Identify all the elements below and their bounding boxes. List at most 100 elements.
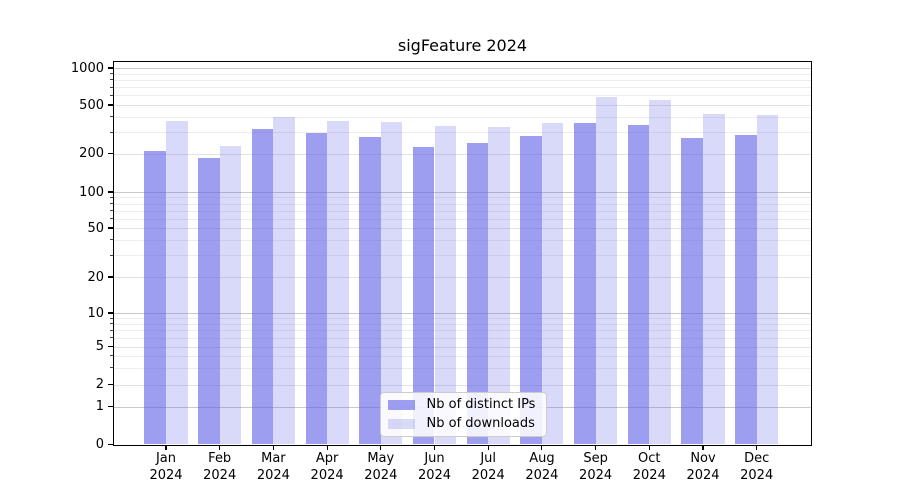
gridline-minor: [113, 87, 811, 89]
y-minor-tick-mark: [110, 239, 113, 241]
bar-nb-of-downloads-aug: [541, 123, 564, 445]
x-tick-mark: [702, 445, 704, 450]
gridline-minor: [113, 132, 811, 134]
gridline-minor: [113, 337, 811, 339]
x-tick-mark: [219, 445, 221, 450]
y-minor-tick-mark: [110, 218, 113, 220]
x-tick-mark: [756, 445, 758, 450]
x-tick-label: Jan 2024: [149, 451, 183, 483]
bar-nb-of-downloads-oct: [649, 100, 671, 445]
y-tick-mark: [108, 383, 113, 386]
gridline-mid: [113, 346, 811, 348]
plot-area: [112, 60, 812, 446]
y-tick-mark: [108, 312, 113, 314]
gridline-mid: [113, 105, 811, 106]
gridline-minor: [113, 218, 811, 220]
gridline-major: [113, 68, 811, 69]
y-minor-tick-mark: [110, 323, 113, 325]
gridline-minor: [113, 203, 811, 205]
y-tick-mark: [108, 276, 113, 278]
y-minor-tick-mark: [110, 210, 113, 212]
bar-nb-of-distinct-ips-sep: [574, 123, 596, 445]
x-tick-label: Aug 2024: [525, 451, 559, 483]
y-tick-mark: [108, 67, 113, 69]
bar-nb-of-downloads-dec: [756, 114, 779, 445]
x-tick-label: Jul 2024: [471, 451, 505, 483]
bar-nb-of-downloads-jan: [166, 120, 188, 445]
y-tick-label: 1: [95, 399, 104, 414]
bar-nb-of-downloads-jun: [434, 126, 457, 445]
y-tick-label: 5: [95, 339, 104, 354]
bar-nb-of-distinct-ips-jan: [144, 150, 166, 445]
y-tick-mark: [108, 227, 113, 229]
y-minor-tick-mark: [110, 116, 113, 118]
x-tick-label: Jun 2024: [417, 451, 452, 483]
legend-entry-downloads: Nb of downloads: [387, 416, 546, 432]
legend-label-distinct-ips: Nb of distinct IPs: [426, 397, 536, 412]
gridline-minor: [113, 197, 811, 199]
gridline-minor: [113, 73, 811, 75]
bar-nb-of-distinct-ips-nov: [681, 137, 703, 445]
bar-nb-of-distinct-ips-apr: [305, 132, 328, 445]
bar-nb-of-downloads-jul: [488, 126, 510, 445]
x-tick-mark: [165, 445, 167, 450]
x-tick-label: Mar 2024: [256, 451, 290, 483]
y-minor-tick-mark: [110, 86, 113, 88]
gridline-mid: [113, 228, 811, 229]
y-tick-mark: [108, 104, 113, 106]
legend: Nb of distinct IPs Nb of downloads: [379, 392, 547, 437]
y-tick-label: 200: [79, 146, 104, 161]
x-tick-mark: [326, 445, 328, 450]
y-tick-label: 1000: [70, 60, 104, 76]
bar-nb-of-distinct-ips-mar: [251, 129, 274, 445]
legend-swatch-downloads: [387, 419, 415, 429]
gridline-minor: [113, 116, 811, 118]
y-tick-label: 2: [95, 377, 104, 392]
gridline-major: [113, 313, 811, 314]
bar-nb-of-distinct-ips-may: [359, 136, 381, 445]
y-minor-tick-mark: [110, 367, 113, 369]
bar-nb-of-downloads-may: [380, 122, 403, 445]
x-tick-label: Dec 2024: [740, 451, 774, 483]
y-tick-mark: [108, 191, 113, 193]
y-minor-tick-mark: [110, 196, 113, 198]
y-tick-mark: [108, 443, 113, 446]
y-minor-tick-mark: [110, 337, 113, 339]
gridline-mid: [113, 153, 811, 155]
bar-nb-of-distinct-ips-jun: [412, 147, 435, 445]
x-tick-mark: [595, 445, 597, 450]
x-tick-label: May 2024: [364, 451, 398, 483]
y-minor-tick-mark: [110, 94, 113, 96]
gridline-minor: [113, 239, 811, 241]
y-tick-label: 500: [79, 97, 104, 113]
gridline-minor: [113, 355, 811, 357]
gridline-minor: [113, 318, 811, 320]
bar-nb-of-distinct-ips-feb: [198, 157, 220, 445]
y-tick-label: 0: [95, 437, 104, 452]
gridline-mid: [113, 384, 811, 386]
y-tick-label: 100: [79, 184, 104, 200]
legend-swatch-distinct-ips: [387, 400, 415, 410]
x-tick-label: Sep 2024: [579, 451, 613, 483]
bar-nb-of-distinct-ips-dec: [735, 134, 757, 445]
x-tick-mark: [380, 445, 382, 450]
x-tick-mark: [487, 445, 489, 450]
bar-nb-of-distinct-ips-oct: [627, 124, 650, 445]
y-tick-label: 10: [87, 305, 104, 321]
gridline-mid: [113, 277, 811, 278]
y-minor-tick-mark: [110, 131, 113, 133]
x-tick-label: Oct 2024: [632, 451, 666, 483]
y-tick-label: 20: [87, 269, 104, 285]
gridline-minor: [113, 210, 811, 212]
gridline-minor: [113, 323, 811, 325]
gridline-minor: [113, 95, 811, 97]
x-tick-label: Nov 2024: [686, 451, 720, 483]
y-tick-mark: [108, 152, 113, 155]
bar-nb-of-downloads-nov: [703, 113, 725, 445]
y-tick-mark: [108, 345, 113, 348]
x-tick-mark: [433, 445, 436, 450]
chart-title: sigFeature 2024: [397, 36, 528, 55]
bar-nb-of-distinct-ips-aug: [520, 135, 542, 445]
bar-nb-of-downloads-apr: [327, 120, 349, 445]
